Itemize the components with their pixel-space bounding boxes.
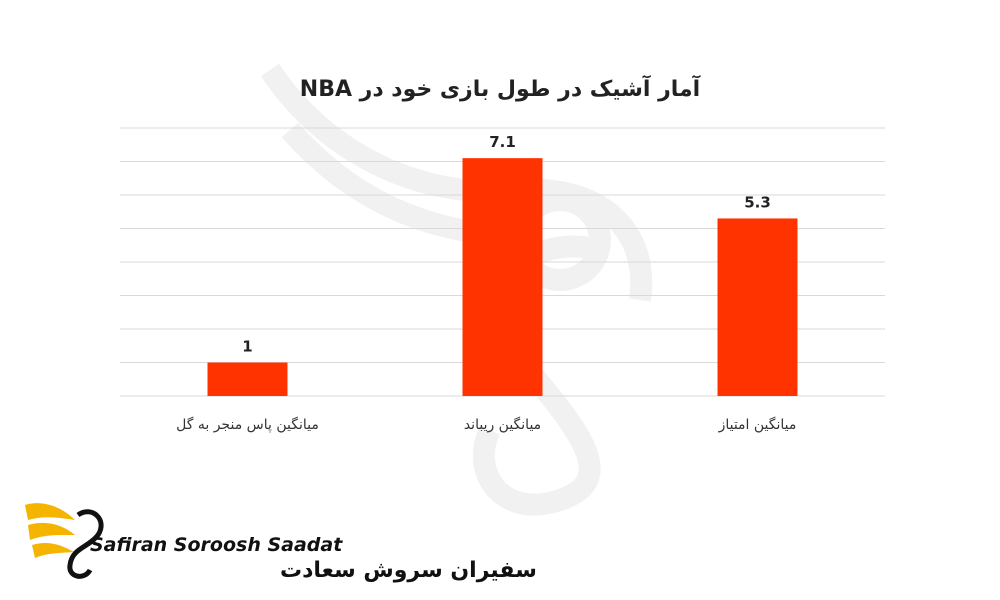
value-labels: 1 7.1 5.3 [242,133,771,355]
category-labels: میانگین پاس منجر به گل میانگین ریباند میان… [176,416,796,433]
category-label: میانگین پاس منجر به گل [176,416,319,433]
bar [717,218,798,396]
category-label: میانگین ریباند [464,416,541,433]
value-label: 1 [242,338,252,356]
logo: Safiran Soroosh Saadat سفیران سروش سعادت [25,503,537,583]
category-label: میانگین امتیاز [718,416,797,433]
logo-wing-icon [25,503,104,579]
watermark-swan-icon [260,63,653,516]
value-label: 5.3 [744,193,771,211]
logo-name-en: Safiran Soroosh Saadat [90,534,343,556]
bar [207,362,288,396]
logo-name-fa: سفیران سروش سعادت [280,558,537,583]
chart-title: آمار آشیک در طول بازی خود در NBA [300,74,701,102]
bar [462,158,543,396]
value-label: 7.1 [489,133,516,151]
bars [207,158,798,396]
